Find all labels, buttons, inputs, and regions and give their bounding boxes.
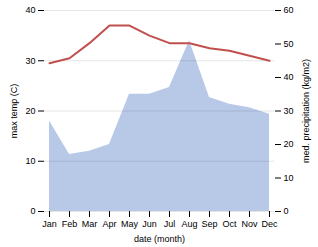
svg-text:30: 30 <box>25 56 35 66</box>
svg-text:60: 60 <box>284 5 294 15</box>
svg-text:50: 50 <box>284 39 294 49</box>
svg-text:10: 10 <box>25 156 35 166</box>
svg-text:30: 30 <box>284 106 294 116</box>
svg-text:Feb: Feb <box>62 219 78 229</box>
svg-text:max temp (C): max temp (C) <box>9 84 19 139</box>
svg-text:Aug: Aug <box>181 219 197 229</box>
svg-text:Mar: Mar <box>82 219 98 229</box>
svg-text:40: 40 <box>284 72 294 82</box>
svg-text:0: 0 <box>284 206 289 216</box>
svg-text:0: 0 <box>30 206 35 216</box>
svg-text:Oct: Oct <box>222 219 237 229</box>
svg-text:Jul: Jul <box>164 219 176 229</box>
svg-text:10: 10 <box>284 173 294 183</box>
svg-text:40: 40 <box>25 5 35 15</box>
svg-text:Dec: Dec <box>261 219 278 229</box>
svg-text:med. precipitation (kg/m2): med. precipitation (kg/m2) <box>301 59 311 163</box>
svg-text:Jun: Jun <box>142 219 157 229</box>
svg-text:Nov: Nov <box>241 219 258 229</box>
svg-text:20: 20 <box>284 139 294 149</box>
svg-text:Apr: Apr <box>102 219 116 229</box>
svg-text:Sep: Sep <box>201 219 217 229</box>
svg-text:20: 20 <box>25 106 35 116</box>
svg-text:date (month): date (month) <box>134 234 185 244</box>
svg-text:May: May <box>121 219 139 229</box>
svg-text:Jan: Jan <box>42 219 57 229</box>
